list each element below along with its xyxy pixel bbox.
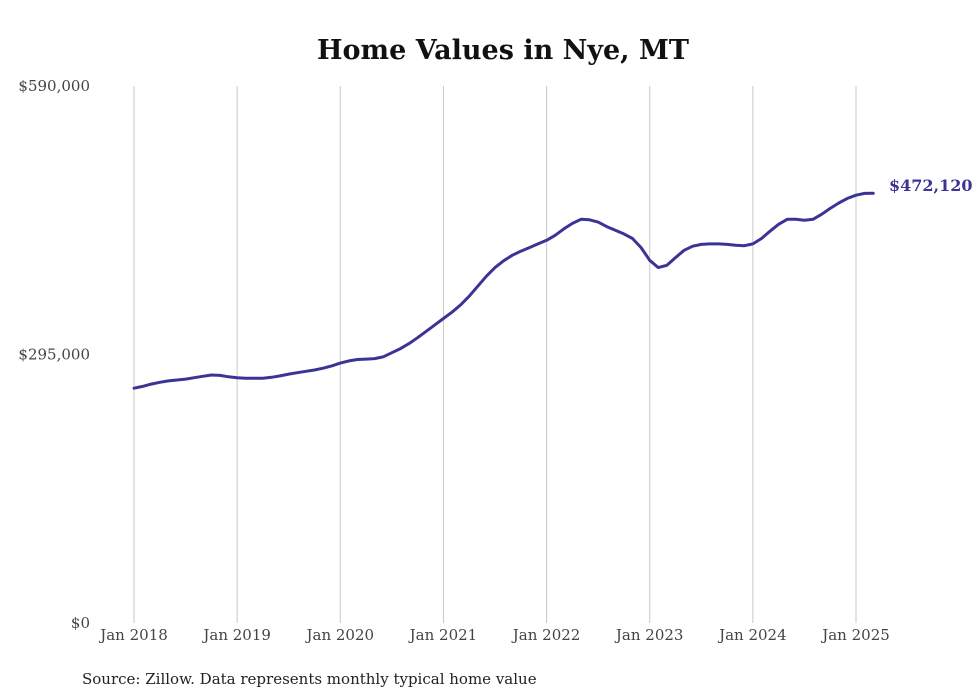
- series-line-0: [132, 191, 875, 390]
- y-tick-label: $295,000: [18, 346, 90, 364]
- x-tick-label: Jan 2022: [511, 626, 581, 644]
- end-value-label: $472,120: [889, 176, 973, 195]
- x-tick-label: Jan 2023: [614, 626, 684, 644]
- x-axis-tick-labels: Jan 2018 Jan 2019 Jan 2020 Jan 2021 Jan 2022…: [98, 626, 890, 644]
- x-tick-label: Jan 2018: [98, 626, 168, 644]
- y-tick-label: $590,000: [18, 77, 90, 95]
- series-layer: [132, 191, 875, 390]
- chart-title: Home Values in Nye, MT: [317, 35, 689, 66]
- y-tick-label: $0: [71, 614, 90, 632]
- x-tick-label: Jan 2024: [717, 626, 787, 644]
- x-tick-label: Jan 2020: [305, 626, 375, 644]
- x-tick-label: Jan 2021: [408, 626, 478, 644]
- gridlines: [133, 86, 857, 623]
- y-axis-tick-labels: $0 $295,000 $590,000: [18, 77, 90, 632]
- x-tick-label: Jan 2025: [820, 626, 890, 644]
- x-tick-label: Jan 2019: [201, 626, 271, 644]
- source-note: Source: Zillow. Data represents monthly …: [82, 670, 537, 688]
